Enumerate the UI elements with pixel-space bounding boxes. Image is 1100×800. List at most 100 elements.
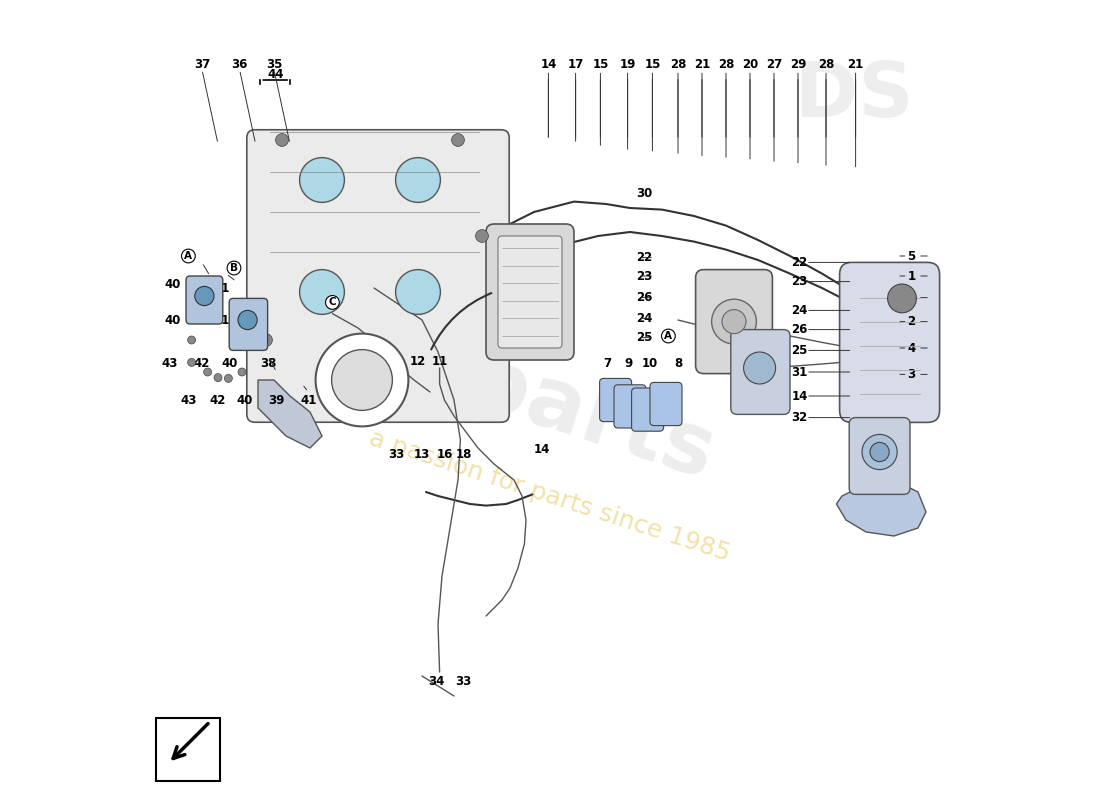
Text: 32: 32 [792, 411, 807, 424]
Circle shape [475, 230, 488, 242]
Text: europarts: europarts [246, 271, 725, 497]
FancyBboxPatch shape [486, 224, 574, 360]
Text: 20: 20 [741, 58, 758, 70]
Text: 28: 28 [817, 58, 834, 70]
Text: 38: 38 [261, 358, 276, 370]
Text: 22: 22 [792, 256, 807, 269]
Circle shape [188, 358, 196, 366]
Text: 41: 41 [213, 314, 230, 326]
Text: 19: 19 [619, 58, 636, 70]
Text: 24: 24 [636, 312, 652, 325]
FancyBboxPatch shape [186, 276, 223, 324]
Text: 13: 13 [414, 448, 430, 461]
Text: 27: 27 [766, 58, 782, 70]
FancyBboxPatch shape [650, 382, 682, 426]
Text: 37: 37 [194, 58, 210, 70]
Text: 28: 28 [670, 58, 686, 70]
Polygon shape [258, 380, 322, 448]
Text: 2: 2 [908, 315, 915, 328]
Circle shape [204, 368, 211, 376]
Text: 43: 43 [180, 394, 197, 406]
Circle shape [712, 299, 757, 344]
Text: 26: 26 [636, 291, 652, 304]
Text: 23: 23 [792, 275, 807, 288]
Circle shape [722, 310, 746, 334]
FancyBboxPatch shape [246, 130, 509, 422]
Circle shape [214, 374, 222, 382]
Text: 25: 25 [636, 331, 652, 344]
Text: 7: 7 [604, 358, 612, 370]
Text: 3: 3 [908, 368, 915, 381]
Ellipse shape [255, 154, 502, 398]
FancyBboxPatch shape [229, 298, 267, 350]
FancyBboxPatch shape [600, 378, 631, 422]
Text: 15: 15 [592, 58, 608, 70]
Circle shape [238, 310, 257, 330]
Text: 14: 14 [791, 390, 807, 402]
Circle shape [870, 442, 889, 462]
Text: 42: 42 [210, 394, 227, 406]
Text: 26: 26 [791, 323, 807, 336]
Text: 41: 41 [300, 394, 317, 406]
Circle shape [299, 158, 344, 202]
Text: 43: 43 [162, 358, 178, 370]
Text: 40: 40 [164, 314, 180, 326]
Text: a passion for parts since 1985: a passion for parts since 1985 [366, 426, 734, 566]
Text: 25: 25 [791, 344, 807, 357]
Text: 29: 29 [790, 58, 806, 70]
Text: 28: 28 [718, 58, 734, 70]
Text: 40: 40 [164, 278, 180, 290]
FancyBboxPatch shape [631, 388, 663, 431]
Text: 16: 16 [437, 448, 452, 461]
Text: 15: 15 [645, 58, 661, 70]
Circle shape [888, 284, 916, 313]
Circle shape [316, 334, 408, 426]
Text: C: C [329, 298, 337, 307]
Text: 17: 17 [568, 58, 584, 70]
Circle shape [862, 434, 898, 470]
Polygon shape [836, 482, 926, 536]
FancyBboxPatch shape [498, 236, 562, 348]
FancyBboxPatch shape [730, 330, 790, 414]
FancyBboxPatch shape [695, 270, 772, 374]
Text: 24: 24 [791, 304, 807, 317]
Text: 1: 1 [908, 270, 915, 282]
Text: 12: 12 [410, 355, 426, 368]
Text: 40: 40 [236, 394, 253, 406]
Text: 39: 39 [268, 394, 285, 406]
Text: 36: 36 [231, 58, 248, 70]
Text: C: C [540, 275, 548, 285]
Text: 4: 4 [908, 342, 915, 354]
Text: 5: 5 [908, 250, 915, 262]
Text: B: B [730, 306, 738, 315]
Text: 8: 8 [674, 358, 682, 370]
Text: 44: 44 [267, 68, 284, 81]
Text: 10: 10 [642, 358, 658, 370]
Text: 14: 14 [540, 58, 557, 70]
Text: 32: 32 [540, 291, 557, 304]
Text: 21: 21 [694, 58, 711, 70]
Text: 6: 6 [908, 291, 915, 304]
Text: DS: DS [794, 59, 913, 133]
Text: A: A [664, 331, 672, 341]
Text: 23: 23 [636, 270, 652, 282]
Circle shape [331, 350, 393, 410]
Circle shape [260, 334, 273, 346]
Text: 9: 9 [625, 358, 632, 370]
Circle shape [452, 134, 464, 146]
Text: 18: 18 [455, 448, 472, 461]
Text: A: A [185, 251, 192, 261]
Text: 11: 11 [431, 355, 448, 368]
Text: 21: 21 [847, 58, 864, 70]
Text: B: B [230, 263, 238, 273]
Circle shape [195, 286, 214, 306]
Text: 34: 34 [428, 675, 444, 688]
Text: 22: 22 [636, 251, 652, 264]
Text: 40: 40 [222, 358, 239, 370]
Text: 30: 30 [636, 187, 652, 200]
Circle shape [396, 270, 440, 314]
FancyBboxPatch shape [849, 418, 910, 494]
Text: 41: 41 [213, 282, 230, 294]
Circle shape [276, 134, 288, 146]
Circle shape [238, 368, 246, 376]
